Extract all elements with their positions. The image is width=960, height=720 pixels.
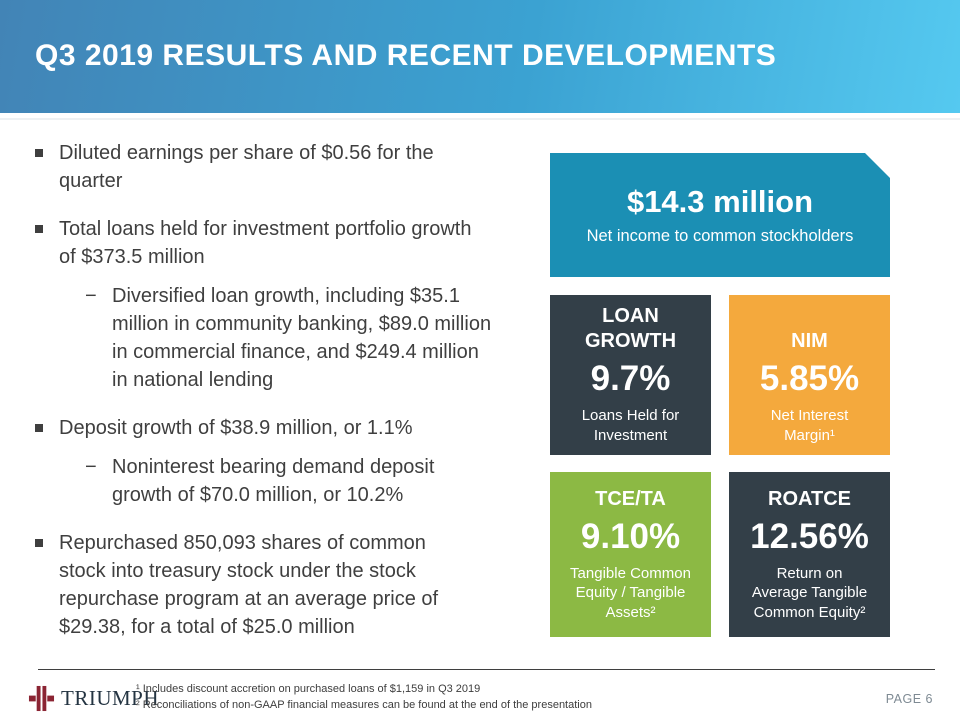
dash-bullet-icon: −	[85, 285, 97, 307]
stat-value: 9.7%	[590, 359, 671, 398]
stat-label: Tangible Common Equity / Tangible Assets…	[570, 564, 691, 621]
stat-title: NIM	[791, 330, 828, 352]
square-bullet-icon	[35, 225, 43, 233]
footnote-1: ¹ Includes discount accretion on purchas…	[136, 683, 481, 695]
stat-title: TCE/TA	[595, 487, 666, 510]
page-title: Q3 2019 RESULTS AND RECENT DEVELOPMENTS	[35, 38, 777, 72]
slide-header: Q3 2019 RESULTS AND RECENT DEVELOPMENTS	[0, 0, 960, 113]
company-logo: TRIUMPH	[28, 685, 159, 712]
stat-value: 12.56%	[750, 516, 869, 556]
stat-card-nim: NIM 5.85% Net Interest Margin¹	[729, 295, 890, 455]
net-income-value: $14.3 million	[626, 184, 814, 219]
bullet-item: Repurchased 850,093 shares of common sto…	[35, 529, 517, 641]
stat-label: Return on Average Tangible Common Equity…	[751, 564, 868, 621]
header-divider	[0, 118, 960, 120]
bullet-subitem: − Diversified loan growth, including $35…	[85, 282, 517, 394]
square-bullet-icon	[35, 424, 43, 432]
stat-value: 5.85%	[759, 359, 860, 398]
stat-title: ROATCE	[768, 487, 851, 510]
stat-label: Loans Held for Investment	[581, 407, 680, 444]
footer-divider	[38, 669, 935, 670]
triumph-cross-icon	[28, 685, 55, 712]
net-income-label: Net income to common stockholders	[586, 227, 854, 245]
stat-card-tce-ta: TCE/TA 9.10% Tangible Common Equity / Ta…	[550, 472, 711, 637]
bullet-text: Diversified loan growth, including $35.1…	[112, 285, 492, 391]
stat-card-loan-growth: LOAN GROWTH 9.7% Loans Held for Investme…	[550, 295, 711, 455]
stat-label: Net Interest Margin¹	[770, 407, 849, 444]
stat-card-roatce: ROATCE 12.56% Return on Average Tangible…	[729, 472, 890, 637]
bullet-item: Total loans held for investment portfoli…	[35, 215, 517, 271]
page-number: PAGE 6	[885, 692, 933, 706]
bullet-text: Repurchased 850,093 shares of common sto…	[59, 532, 439, 638]
stats-panel: $14.3 million Net income to common stock…	[550, 153, 890, 637]
bullet-subitem: − Noninterest bearing demand deposit gro…	[85, 453, 517, 509]
net-income-hero-card: $14.3 million Net income to common stock…	[550, 153, 890, 277]
stat-value: 9.10%	[580, 516, 681, 556]
square-bullet-icon	[35, 149, 43, 157]
stat-title: LOAN GROWTH	[584, 305, 677, 352]
bullet-text: Diluted earnings per share of $0.56 for …	[59, 142, 434, 192]
bullet-list: Diluted earnings per share of $0.56 for …	[35, 139, 517, 641]
bullet-text: Noninterest bearing demand deposit growt…	[112, 456, 435, 506]
bullet-text: Total loans held for investment portfoli…	[59, 218, 472, 268]
square-bullet-icon	[35, 539, 43, 547]
bullet-item: Deposit growth of $38.9 million, or 1.1%	[35, 414, 517, 442]
stat-cards-grid: LOAN GROWTH 9.7% Loans Held for Investme…	[550, 295, 890, 637]
footnotes: ¹ Includes discount accretion on purchas…	[136, 682, 592, 714]
bullet-item: Diluted earnings per share of $0.56 for …	[35, 139, 517, 195]
bullet-text: Deposit growth of $38.9 million, or 1.1%	[59, 417, 413, 439]
footnote-2: ² Reconciliations of non-GAAP financial …	[136, 698, 592, 711]
company-logo-text: TRIUMPH	[61, 686, 160, 710]
dash-bullet-icon: −	[85, 456, 97, 478]
